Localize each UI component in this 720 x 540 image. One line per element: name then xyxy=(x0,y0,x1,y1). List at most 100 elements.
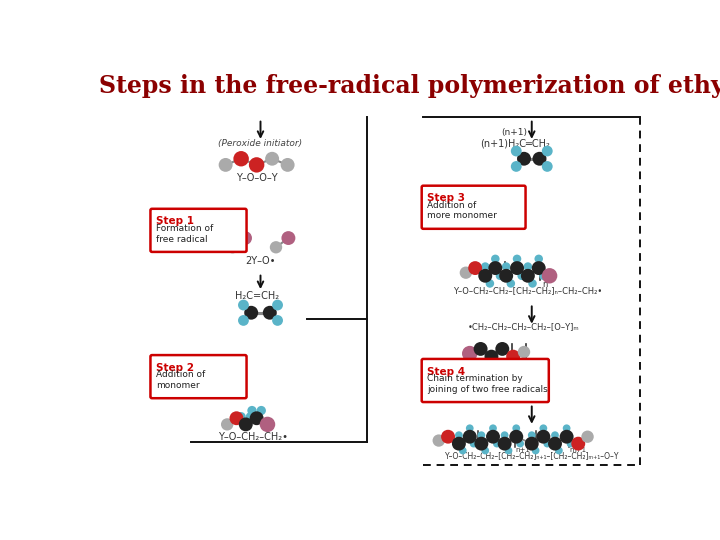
Circle shape xyxy=(463,430,477,444)
Circle shape xyxy=(509,430,523,444)
Circle shape xyxy=(567,440,575,448)
Circle shape xyxy=(478,269,492,283)
Circle shape xyxy=(548,437,562,450)
Circle shape xyxy=(226,241,239,253)
Circle shape xyxy=(534,254,543,263)
Text: H₂C=CH₂: H₂C=CH₂ xyxy=(235,291,279,301)
Circle shape xyxy=(485,279,494,288)
Circle shape xyxy=(233,151,249,166)
Circle shape xyxy=(499,269,513,283)
Circle shape xyxy=(272,300,283,310)
Circle shape xyxy=(230,411,243,425)
Text: n+1: n+1 xyxy=(516,448,531,454)
Circle shape xyxy=(528,279,537,288)
Circle shape xyxy=(505,447,513,455)
Circle shape xyxy=(486,430,500,444)
Circle shape xyxy=(528,431,536,439)
Circle shape xyxy=(510,161,522,172)
Circle shape xyxy=(441,430,455,444)
Circle shape xyxy=(488,261,503,275)
Circle shape xyxy=(469,440,477,448)
Text: Step 3: Step 3 xyxy=(427,193,465,204)
Circle shape xyxy=(510,261,524,275)
Text: m: m xyxy=(527,361,535,370)
Text: Chain termination by
joining of two free radicals: Chain termination by joining of two free… xyxy=(427,374,548,394)
Text: Step 2: Step 2 xyxy=(156,363,194,373)
Text: (Peroxide initiator): (Peroxide initiator) xyxy=(218,139,302,148)
Circle shape xyxy=(238,315,249,326)
Text: Step 4: Step 4 xyxy=(427,367,465,376)
Circle shape xyxy=(248,406,256,415)
Circle shape xyxy=(256,406,266,415)
Circle shape xyxy=(468,261,482,275)
Circle shape xyxy=(521,269,535,283)
Text: Y–O–CH₂–CH₂–[CH₂–CH₂]ₙ₊₁–[CH₂–CH₂]ₘ₊₁–O–Y: Y–O–CH₂–CH₂–[CH₂–CH₂]ₙ₊₁–[CH₂–CH₂]ₘ₊₁–O–… xyxy=(444,451,619,461)
Text: (n+1): (n+1) xyxy=(502,128,528,137)
Text: Y–O–O–Y: Y–O–O–Y xyxy=(236,173,277,183)
Circle shape xyxy=(518,272,526,280)
Circle shape xyxy=(249,157,264,173)
Text: 2Y–O•: 2Y–O• xyxy=(246,256,276,266)
FancyBboxPatch shape xyxy=(150,355,246,398)
Text: Addition of
more monomer: Addition of more monomer xyxy=(427,201,497,220)
Circle shape xyxy=(474,437,488,450)
Circle shape xyxy=(542,268,557,284)
Text: Y–O–CH₂–CH₂–[CH₂–CH₂]ₙ–CH₂–CH₂•: Y–O–CH₂–CH₂–[CH₂–CH₂]ₙ–CH₂–CH₂• xyxy=(454,286,603,295)
Circle shape xyxy=(513,424,520,432)
Text: (n+1)H₂C═CH₂: (n+1)H₂C═CH₂ xyxy=(480,138,549,149)
Circle shape xyxy=(459,267,472,279)
Circle shape xyxy=(559,430,574,444)
Circle shape xyxy=(489,424,497,432)
Text: m+1: m+1 xyxy=(570,448,587,454)
Circle shape xyxy=(516,440,524,448)
Circle shape xyxy=(281,158,294,172)
Circle shape xyxy=(246,412,255,421)
Circle shape xyxy=(523,262,532,271)
Circle shape xyxy=(495,272,504,280)
FancyBboxPatch shape xyxy=(150,209,246,252)
Circle shape xyxy=(544,440,551,448)
Circle shape xyxy=(263,306,276,320)
Circle shape xyxy=(571,437,585,450)
Circle shape xyxy=(536,430,550,444)
Circle shape xyxy=(260,417,275,432)
Circle shape xyxy=(542,146,553,157)
Circle shape xyxy=(477,431,485,439)
FancyBboxPatch shape xyxy=(422,359,549,402)
Circle shape xyxy=(551,431,559,439)
Text: n: n xyxy=(542,280,547,289)
Circle shape xyxy=(482,447,489,455)
Circle shape xyxy=(525,437,539,450)
Circle shape xyxy=(555,447,563,455)
Circle shape xyxy=(513,254,521,263)
Text: Steps in the free-radical polymerization of ethylene.: Steps in the free-radical polymerization… xyxy=(99,75,720,98)
Circle shape xyxy=(518,346,530,358)
Circle shape xyxy=(533,152,546,166)
Circle shape xyxy=(507,279,515,288)
Text: Addition of
monomer: Addition of monomer xyxy=(156,370,205,390)
Circle shape xyxy=(236,412,246,421)
Text: Y–O–CH₂–CH₂•: Y–O–CH₂–CH₂• xyxy=(217,431,288,442)
Circle shape xyxy=(532,261,546,275)
Circle shape xyxy=(485,350,498,363)
Circle shape xyxy=(238,231,252,245)
FancyBboxPatch shape xyxy=(422,186,526,229)
Circle shape xyxy=(506,350,520,363)
Circle shape xyxy=(466,424,474,432)
Circle shape xyxy=(244,306,258,320)
Circle shape xyxy=(498,437,512,450)
Circle shape xyxy=(532,447,539,455)
Circle shape xyxy=(563,424,570,432)
Circle shape xyxy=(581,430,594,443)
Circle shape xyxy=(542,161,553,172)
Text: •CH₂–CH₂–CH₂–CH₂–[O–Y]ₘ: •CH₂–CH₂–CH₂–CH₂–[O–Y]ₘ xyxy=(468,322,580,331)
Circle shape xyxy=(272,315,283,326)
Text: Step 1: Step 1 xyxy=(156,217,194,226)
Circle shape xyxy=(219,158,233,172)
Circle shape xyxy=(455,431,463,439)
Text: Formation of
free radical: Formation of free radical xyxy=(156,224,213,244)
Circle shape xyxy=(238,300,249,310)
Circle shape xyxy=(510,146,522,157)
Circle shape xyxy=(250,411,264,425)
Circle shape xyxy=(221,418,233,430)
